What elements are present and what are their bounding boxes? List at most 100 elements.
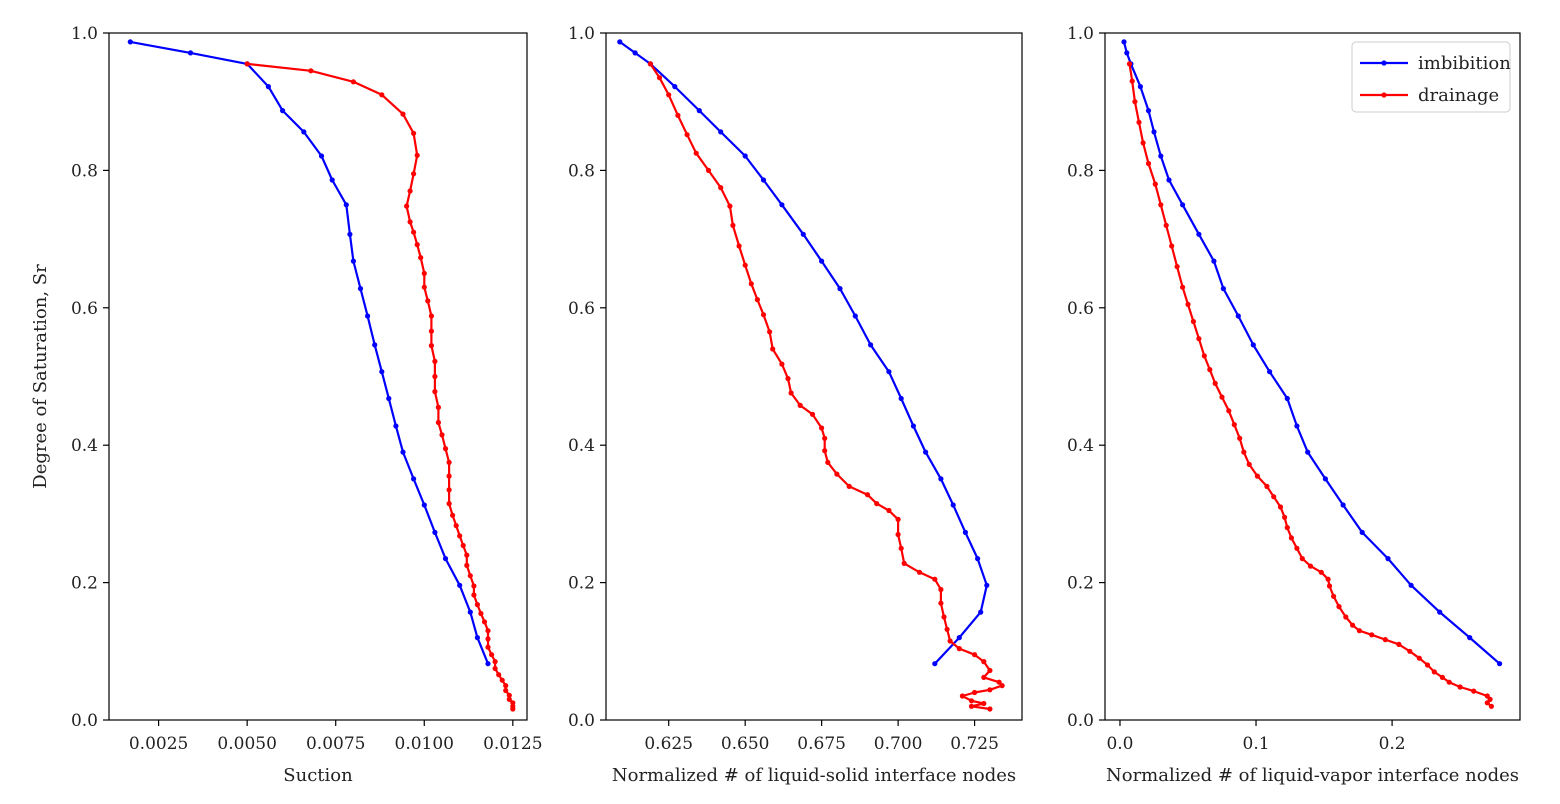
drainage-point-9 (730, 222, 736, 228)
drainage-point-41 (947, 638, 953, 644)
drainage-point-32 (895, 531, 901, 538)
drainage-point-49 (496, 672, 502, 678)
y-tick-label: 0.6 (1067, 299, 1094, 319)
imbibition-point-23 (467, 609, 473, 615)
drainage-point-38 (1336, 604, 1342, 610)
y-tick-label: 0.2 (1067, 574, 1094, 594)
drainage-point-5 (1145, 160, 1152, 167)
imbibition-point-12 (365, 313, 371, 319)
drainage-point-43 (485, 628, 491, 634)
drainage-point-23 (1246, 461, 1252, 467)
series-imbibition (617, 39, 990, 667)
imbibition-point-21 (975, 556, 981, 562)
drainage-point-4 (1140, 140, 1146, 146)
drainage-line (247, 62, 514, 709)
imbibition-point-20 (962, 529, 969, 536)
y-tick-label: 1.0 (71, 24, 98, 44)
drainage-point-13 (754, 297, 761, 303)
drainage-point-37 (1331, 593, 1337, 599)
imbibition-point-11 (837, 286, 843, 292)
drainage-point-52 (1471, 688, 1477, 694)
drainage-point-51 (503, 683, 509, 689)
drainage-point-52 (968, 698, 975, 704)
drainage-point-19 (788, 390, 794, 396)
drainage-point-8 (407, 188, 413, 194)
drainage-point-50 (499, 677, 505, 683)
imbibition-point-1 (632, 50, 638, 56)
drainage-point-36 (1326, 583, 1333, 589)
imbibition-point-10 (1211, 258, 1217, 264)
drainage-point-39 (1343, 614, 1349, 620)
imbibition-line (1122, 41, 1501, 665)
imbibition-point-17 (1305, 449, 1311, 455)
drainage-point-16 (425, 298, 431, 304)
drainage-point-21 (809, 411, 816, 417)
drainage-point-42 (481, 619, 488, 625)
imbibition-point-3 (1137, 84, 1143, 90)
imbibition-point-15 (386, 395, 392, 402)
drainage-point-10 (736, 243, 742, 249)
drainage-point-44 (981, 659, 987, 665)
drainage-point-40 (474, 602, 480, 608)
legend-label-drainage: drainage (1418, 85, 1499, 106)
drainage-point-50 (1446, 679, 1452, 685)
y-tick-label: 0.4 (568, 436, 595, 456)
imbibition-point-23 (978, 609, 984, 615)
drainage-point-25 (439, 432, 445, 438)
y-tick-label: 0.8 (568, 161, 595, 181)
drainage-point-29 (1284, 525, 1290, 531)
imbibition-point-6 (1158, 153, 1164, 159)
drainage-point-25 (825, 459, 831, 465)
drainage-point-38 (938, 600, 944, 606)
drainage-point-18 (785, 376, 791, 382)
imbibition-point-19 (1340, 502, 1346, 508)
drainage-point-8 (727, 203, 733, 209)
legend-marker-drainage (1381, 92, 1387, 98)
drainage-point-1 (1129, 78, 1135, 84)
drainage-point-22 (432, 389, 438, 395)
x-tick-label: 0.725 (950, 734, 999, 754)
drainage-point-16 (770, 346, 776, 352)
drainage-point-44 (485, 636, 491, 642)
imbibition-point-1 (1124, 50, 1130, 56)
drainage-point-43 (1382, 637, 1388, 643)
drainage-point-11 (742, 262, 748, 268)
drainage-point-19 (1226, 408, 1232, 414)
imbibition-point-7 (760, 177, 767, 183)
imbibition-point-8 (779, 202, 785, 208)
y-tick-label: 0.2 (568, 574, 595, 594)
imbibition-point-23 (1437, 609, 1443, 615)
series-drainage (244, 61, 516, 712)
drainage-point-55 (1484, 700, 1490, 706)
drainage-point-33 (457, 533, 463, 539)
imbibition-point-13 (868, 342, 874, 348)
x-tick-label: 0.0050 (217, 734, 276, 754)
drainage-point-21 (1237, 435, 1243, 441)
drainage-point-38 (471, 583, 477, 589)
drainage-point-20 (432, 358, 438, 364)
x-tick-label: 0.0075 (306, 734, 365, 754)
drainage-point-28 (864, 492, 871, 498)
y-tick-label: 1.0 (1067, 24, 1094, 44)
drainage-point-16 (1207, 367, 1213, 373)
drainage-point-34 (460, 542, 466, 549)
series-drainage (1126, 61, 1494, 709)
drainage-point-18 (1219, 394, 1225, 400)
drainage-point-45 (485, 644, 491, 650)
imbibition-point-0 (617, 39, 623, 45)
imbibition-point-17 (400, 449, 406, 455)
drainage-point-33 (1307, 563, 1314, 569)
drainage-point-2 (350, 79, 356, 85)
drainage-point-48 (492, 665, 498, 672)
drainage-point-15 (1201, 353, 1207, 359)
imbibition-point-11 (357, 286, 364, 292)
imbibition-point-25 (932, 661, 938, 667)
imbibition-point-20 (1359, 529, 1365, 536)
drainage-point-15 (421, 284, 427, 290)
x-tick-label: 0.675 (797, 734, 846, 754)
imbibition-point-18 (411, 476, 417, 482)
drainage-point-48 (999, 683, 1005, 689)
x-tick-label: 0.0125 (483, 734, 542, 754)
x-tick-label: 0.0100 (395, 734, 454, 754)
